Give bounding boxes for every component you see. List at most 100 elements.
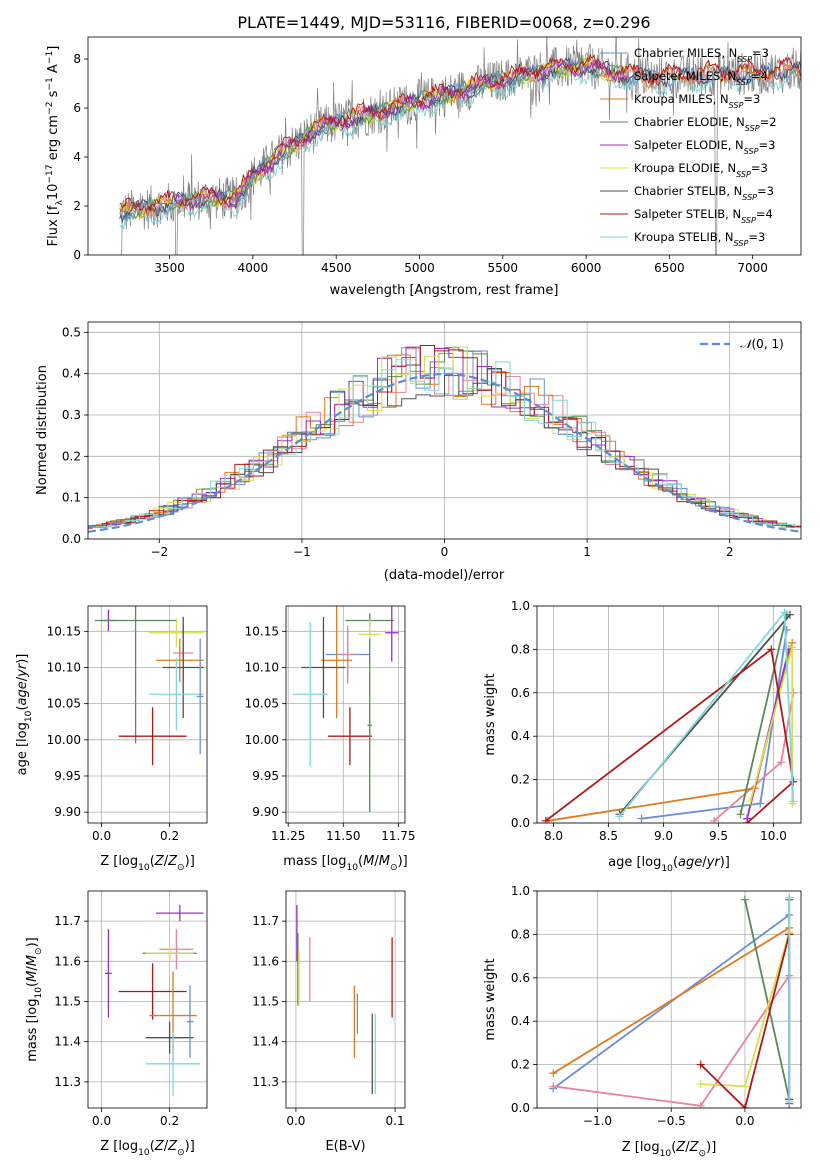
label-part: SSP <box>737 55 752 64</box>
y-tick-label: 4 <box>73 150 81 164</box>
label-part: age <box>15 681 30 705</box>
x-axis-label: Z [log10(Z/Z⊙)] <box>100 854 195 873</box>
weight-marker <box>549 1069 558 1078</box>
y-tick-label: 11.6 <box>252 954 279 968</box>
label-part: 𝒩 <box>740 337 755 351</box>
legend-label: Kroupa ELODIE, NSSP=3 <box>634 161 768 179</box>
y-tick-label: 0.2 <box>511 1058 530 1072</box>
axes-frame <box>285 605 406 824</box>
label-part: / <box>164 1139 169 1154</box>
x-tick-label: −1 <box>293 545 311 559</box>
legend-label: Kroupa MILES, NSSP=3 <box>634 92 760 110</box>
label-part: yr <box>706 855 722 870</box>
weight-marker <box>777 758 786 767</box>
y-tick-label: 10.00 <box>47 733 81 747</box>
x-tick-label: 6000 <box>571 261 602 275</box>
y-tick-label: 10.05 <box>47 697 81 711</box>
legend-label: 𝒩(0, 1) <box>740 337 784 351</box>
y-tick-label: 10.00 <box>245 733 279 747</box>
y-tick-label: 10.10 <box>47 660 81 674</box>
y-tick-label: 1.0 <box>511 884 530 898</box>
weight-marker <box>767 645 776 654</box>
y-tick-label: 11.7 <box>54 914 81 928</box>
figure-title: PLATE=1449, MJD=53116, FIBERID=0068, z=0… <box>237 13 650 32</box>
x-tick-label: 5000 <box>404 261 435 275</box>
y-tick-label: 0.3 <box>62 408 81 422</box>
label-part: Z [log <box>622 1140 660 1155</box>
label-part: Z <box>675 1140 686 1155</box>
label-part: E(B-V) <box>325 1139 365 1154</box>
label-part: )] <box>185 1139 195 1154</box>
plots-layer: 3500 4000 4500 5000 5500 6000 6500 7000 0 2 4 6 8 Cha… <box>15 36 802 1159</box>
spectrum-model-line <box>119 57 801 221</box>
label-part: =3 <box>743 92 760 106</box>
x-tick-label: 8.5 <box>599 829 618 843</box>
weight-marker <box>696 1060 705 1069</box>
axes-frame <box>87 321 802 540</box>
weight-series-line <box>700 934 791 1108</box>
y-tick-label: 11.3 <box>54 1075 81 1089</box>
label-part: Salpeter MILES, N <box>634 69 736 83</box>
age_vs_mass-axes: 11.25 11.50 11.75 9.90 9.95 10.00 10.05 10.10 10… <box>245 605 416 873</box>
legend-label: Salpeter MILES, NSSP=4 <box>634 69 768 87</box>
label-part: A <box>46 64 61 77</box>
x-tick-label: 8.0 <box>544 829 563 843</box>
weight-marker <box>780 608 789 617</box>
label-part: ] <box>46 46 61 51</box>
x-axis-label: wavelength [Angstrom, rest frame] <box>330 283 559 298</box>
axes-frame <box>536 605 802 824</box>
label-part: λ <box>55 200 65 206</box>
label-part: ⊙ <box>177 1148 185 1158</box>
label-part: −1 <box>45 51 55 64</box>
legend-label: Kroupa STELIB, NSSP=3 <box>634 230 765 248</box>
residuals-axes: −2 −1 0 1 2 0.0 0.1 0.2 0.3 0.4 0.5 𝒩(0, 1) (data-mo… <box>35 321 802 583</box>
label-part: mass [log <box>283 854 346 869</box>
label-part: =3 <box>748 230 765 244</box>
x-tick-label: −2 <box>150 545 168 559</box>
y-tick-label: 11.7 <box>252 914 279 928</box>
x-tick-label: 0.1 <box>386 1114 405 1128</box>
x-tick-label: 4500 <box>321 261 352 275</box>
x-axis-label: mass [log10(M/M⊙)] <box>283 854 407 873</box>
weight-marker <box>736 810 745 819</box>
weight-marker <box>785 893 794 902</box>
legend-label: Salpeter STELIB, NSSP=4 <box>634 207 773 225</box>
spectrum-axes: 3500 4000 4500 5000 5500 6000 6500 7000 0 2 4 6 8 Cha… <box>45 36 802 298</box>
histogram-series <box>88 359 801 529</box>
label-part: Kroupa MILES, N <box>634 92 729 106</box>
y-axis-label: mass weight <box>483 958 498 1040</box>
label-part: ( <box>25 982 40 987</box>
weight-series-line <box>744 899 791 1100</box>
age_vs_mass-plot-area <box>292 606 399 813</box>
label-part: / <box>164 854 169 869</box>
y-tick-label: 11.5 <box>252 995 279 1009</box>
y-axis-label: Flux [fλ10−17 erg cm−2 s−1 A−1] <box>45 46 65 247</box>
weight-series-line <box>545 647 795 823</box>
label-part: M <box>25 971 40 982</box>
label-part: )] <box>185 854 195 869</box>
legend-label: Chabrier STELIB, NSSP=3 <box>634 184 774 202</box>
mass_vs_Z-plot-area <box>105 905 204 1096</box>
weight-marker <box>710 816 719 823</box>
y-axis-label: mass weight <box>483 673 498 755</box>
label-part: Z [log <box>100 854 138 869</box>
weight_vs_age-plot-area <box>541 608 798 823</box>
label-part: ⊙ <box>390 863 398 873</box>
legend-label: Salpeter ELODIE, NSSP=3 <box>634 138 775 156</box>
label-part: Chabrier STELIB, N <box>634 184 742 198</box>
mass_vs_Z-axes: 0.0 0.211.311.411.511.611.7Z [log10(Z/Z⊙)… <box>25 890 208 1158</box>
label-part: Chabrier ELODIE, N <box>634 115 745 129</box>
y-axis-label: Normed distribution <box>35 365 50 495</box>
weight-series-line <box>552 914 790 1090</box>
x-tick-label: 11.25 <box>271 829 305 843</box>
label-part: 10 <box>346 863 358 873</box>
y-tick-label: 0.4 <box>511 1014 530 1028</box>
y-tick-label: 2 <box>73 199 81 213</box>
label-part: / <box>685 1140 690 1155</box>
weight_vs_age-axes: 8.0 8.5 9.0 9.5 10.0 0.0 0.2 0.4 0.6 0.8 1.0 age [l… <box>483 599 802 874</box>
label-part: Salpeter STELIB, N <box>634 207 741 221</box>
label-part: )] <box>720 855 730 870</box>
weight-series-line <box>739 614 788 815</box>
weight-marker <box>541 816 550 823</box>
x-tick-label: 9.0 <box>654 829 673 843</box>
